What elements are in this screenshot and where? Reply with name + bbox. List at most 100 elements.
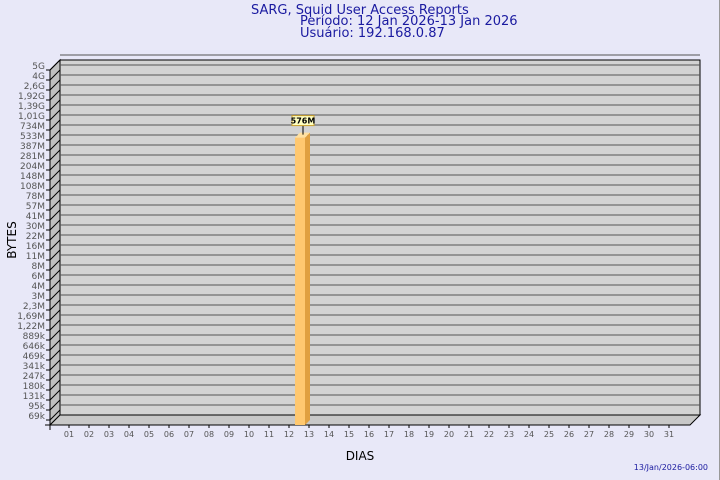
x-tick-label: 27 <box>584 430 594 439</box>
y-tick-label: 1,39G <box>18 102 45 112</box>
y-tick-label: 2,6G <box>24 82 45 92</box>
y-tick-diag <box>49 59 61 71</box>
y-tick-label: 889k <box>23 332 46 342</box>
x-tick-label: 02 <box>84 430 94 439</box>
y-tick-label: 734M <box>20 122 45 132</box>
y-tick-label: 2,3M <box>23 302 45 312</box>
y-tick-label: 30M <box>26 222 45 232</box>
y-tick-label: 131k <box>23 392 46 402</box>
x-tick-label: 20 <box>444 430 454 439</box>
y-tick-diag <box>49 259 61 271</box>
y-tick-diag <box>49 249 61 261</box>
x-tick-label: 23 <box>504 430 514 439</box>
x-tick-label: 26 <box>564 430 574 439</box>
y-tick-label: 69k <box>28 412 45 422</box>
x-tick-label: 25 <box>544 430 554 439</box>
data-label: 576M <box>291 117 316 126</box>
y-tick-label: 341k <box>23 362 46 372</box>
x-tick-label: 07 <box>184 430 194 439</box>
y-tick-label: 22M <box>26 232 45 242</box>
y-tick-label: 148M <box>20 172 45 182</box>
chart-subtitle-user: Usuário: 192.168.0.87 <box>300 26 445 41</box>
footer-date: 13/Jan/2026-06:00 <box>634 463 708 472</box>
y-tick-diag <box>49 389 61 401</box>
y-tick-diag <box>49 129 61 141</box>
x-tick-label: 16 <box>364 430 374 439</box>
y-tick-label: 6M <box>32 272 46 282</box>
y-tick-diag <box>49 399 61 411</box>
x-tick-label: 19 <box>424 430 434 439</box>
y-tick-label: 16M <box>26 242 45 252</box>
x-tick-label: 22 <box>484 430 494 439</box>
y-tick-diag <box>49 189 61 201</box>
y-tick-label: 108M <box>20 182 45 192</box>
x-tick-label: 14 <box>324 430 334 439</box>
x-tick-label: 01 <box>64 430 74 439</box>
x-tick-label: 04 <box>124 430 134 439</box>
y-tick-diag <box>49 299 61 311</box>
y-tick-diag <box>49 239 61 251</box>
y-tick-label: 533M <box>20 132 45 142</box>
y-tick-diag <box>49 139 61 151</box>
y-tick-diag <box>49 269 61 281</box>
x-tick-label: 24 <box>524 430 534 439</box>
x-tick-label: 29 <box>624 430 634 439</box>
x-tick-label: 10 <box>244 430 254 439</box>
bar <box>295 137 305 426</box>
y-tick-label: 8M <box>32 262 46 272</box>
y-tick-label: 41M <box>26 212 45 222</box>
y-tick-label: 11M <box>26 252 45 262</box>
y-tick-label: 180k <box>23 382 46 392</box>
y-tick-diag <box>49 319 61 331</box>
x-tick-label: 21 <box>464 430 474 439</box>
x-tick-label: 18 <box>404 430 414 439</box>
y-tick-diag <box>49 289 61 301</box>
y-tick-diag <box>49 329 61 341</box>
floor <box>48 414 702 426</box>
y-tick-diag <box>49 109 61 121</box>
y-tick-diag <box>49 209 61 221</box>
y-tick-label: 5G <box>32 62 45 72</box>
y-tick-diag <box>49 149 61 161</box>
chart-subtitle-period: Período: 12 Jan 2026-13 Jan 2026 <box>300 14 518 29</box>
y-tick-label: 57M <box>26 202 45 212</box>
y-tick-diag <box>49 199 61 211</box>
y-tick-diag <box>49 169 61 181</box>
bar-top <box>295 132 310 138</box>
x-tick-label: 28 <box>604 430 614 439</box>
y-tick-diag <box>49 279 61 291</box>
y-tick-diag <box>49 339 61 351</box>
data-label-box <box>291 115 315 127</box>
y-tick-label: 4M <box>32 282 46 292</box>
x-tick-label: 08 <box>204 430 214 439</box>
y-tick-diag <box>49 119 61 131</box>
y-tick-diag <box>49 219 61 231</box>
x-tick-label: 17 <box>384 430 394 439</box>
y-tick-label: 281M <box>20 152 45 162</box>
chart-title: SARG, Squid User Access Reports <box>251 3 469 18</box>
x-tick-label: 13 <box>304 430 314 439</box>
y-tick-diag <box>49 89 61 101</box>
y-tick-label: 469k <box>23 352 46 362</box>
y-tick-diag <box>49 159 61 171</box>
y-tick-diag <box>49 99 61 111</box>
y-tick-diag <box>49 359 61 371</box>
y-tick-label: 1,01G <box>18 112 45 122</box>
bar-side <box>305 132 310 426</box>
x-tick-label: 05 <box>144 430 154 439</box>
y-axis-label: BYTES <box>5 221 19 258</box>
x-tick-label: 11 <box>264 430 274 439</box>
y-tick-label: 1,22M <box>17 322 45 332</box>
x-tick-label: 06 <box>164 430 174 439</box>
y-tick-diag <box>49 349 61 361</box>
y-tick-diag <box>49 309 61 321</box>
y-tick-label: 1,92G <box>18 92 45 102</box>
x-tick-label: 31 <box>664 430 674 439</box>
y-tick-label: 95k <box>28 402 45 412</box>
y-tick-diag <box>49 369 61 381</box>
y-tick-diag <box>49 379 61 391</box>
y-tick-label: 247k <box>23 372 46 382</box>
y-tick-diag <box>49 179 61 191</box>
